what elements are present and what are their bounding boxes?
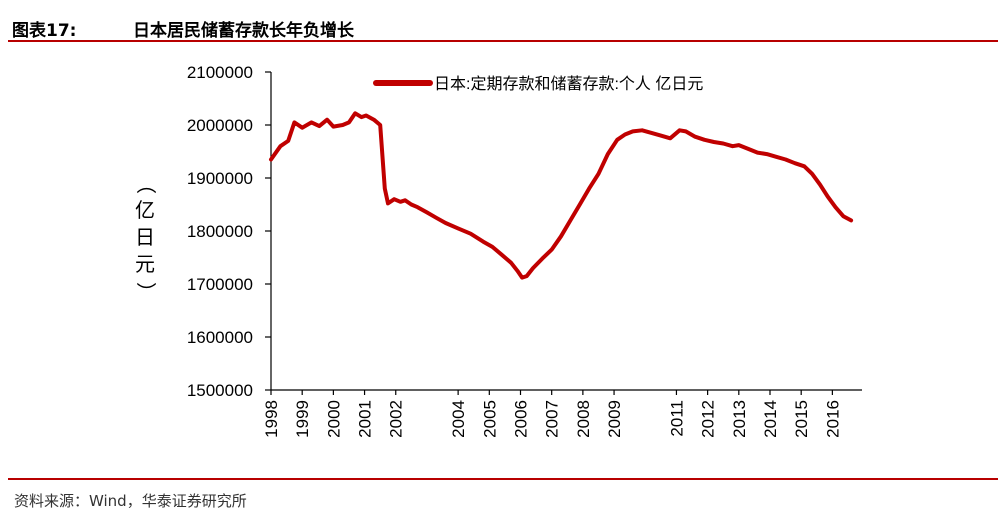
chart-title: 日本居民储蓄存款长年负增长 (133, 21, 354, 41)
y-axis-label-char: 亿 (135, 199, 155, 222)
y-tick-label: 1600000 (187, 328, 253, 347)
y-tick-label: 1700000 (187, 275, 253, 294)
y-tick-label: 2000000 (187, 116, 253, 135)
x-tick-label: 2008 (574, 400, 593, 438)
y-tick-label: 1900000 (187, 169, 253, 188)
x-tick-label: 2001 (356, 400, 375, 438)
figure-label: 图表17: (12, 21, 77, 41)
x-tick-label: 2011 (667, 400, 686, 437)
figure-header: 图表17: 日本居民储蓄存款长年负增长 (8, 8, 998, 41)
y-axis-label-char: 日 (135, 227, 155, 249)
x-tick-label: 2004 (449, 400, 468, 438)
x-tick-label: 2009 (605, 400, 624, 438)
x-tick-label: 2016 (823, 400, 842, 438)
y-tick-label: 1800000 (187, 222, 253, 241)
y-axis-label-char: 元 (135, 254, 155, 276)
series-area (269, 111, 854, 280)
x-tick-label: 2002 (387, 400, 406, 438)
line-chart: 1500000 1600000 1700000 1800000 1900000 20000… (134, 63, 862, 438)
y-axis-label: （ 亿日元 ） (134, 174, 157, 302)
legend: 日本:定期存款和储蓄存款:个人 亿日元 (373, 75, 703, 93)
series-line (269, 111, 854, 280)
footer-divider (8, 478, 998, 480)
x-tick-label: 2006 (511, 400, 530, 438)
x-tick-label: 2013 (730, 400, 749, 438)
x-tick-label: 2000 (324, 400, 343, 438)
x-tick-label: 2005 (480, 400, 499, 438)
x-tick-label: 2014 (761, 400, 780, 438)
y-axis-label-char: ） (134, 282, 157, 302)
header-divider (8, 40, 998, 42)
y-axis-label-char: （ (134, 174, 157, 194)
y-tick-label: 2100000 (187, 63, 253, 82)
y-axis: 1500000 1600000 1700000 1800000 1900000 20000… (187, 63, 272, 400)
x-tick-label: 1999 (293, 400, 312, 438)
source-note: 资料来源：Wind，华泰证券研究所 (14, 492, 247, 510)
x-tick-label: 1998 (262, 400, 281, 438)
legend-label: 日本:定期存款和储蓄存款:个人 亿日元 (434, 75, 703, 93)
x-axis: 1998 1999 2000 2001 2002 2004 2005 2006 2007 2008… (262, 389, 862, 438)
x-tick-label: 2015 (792, 400, 811, 438)
x-tick-label: 2012 (699, 400, 718, 438)
y-tick-label: 1500000 (187, 381, 253, 400)
x-tick-label: 2007 (543, 400, 562, 438)
